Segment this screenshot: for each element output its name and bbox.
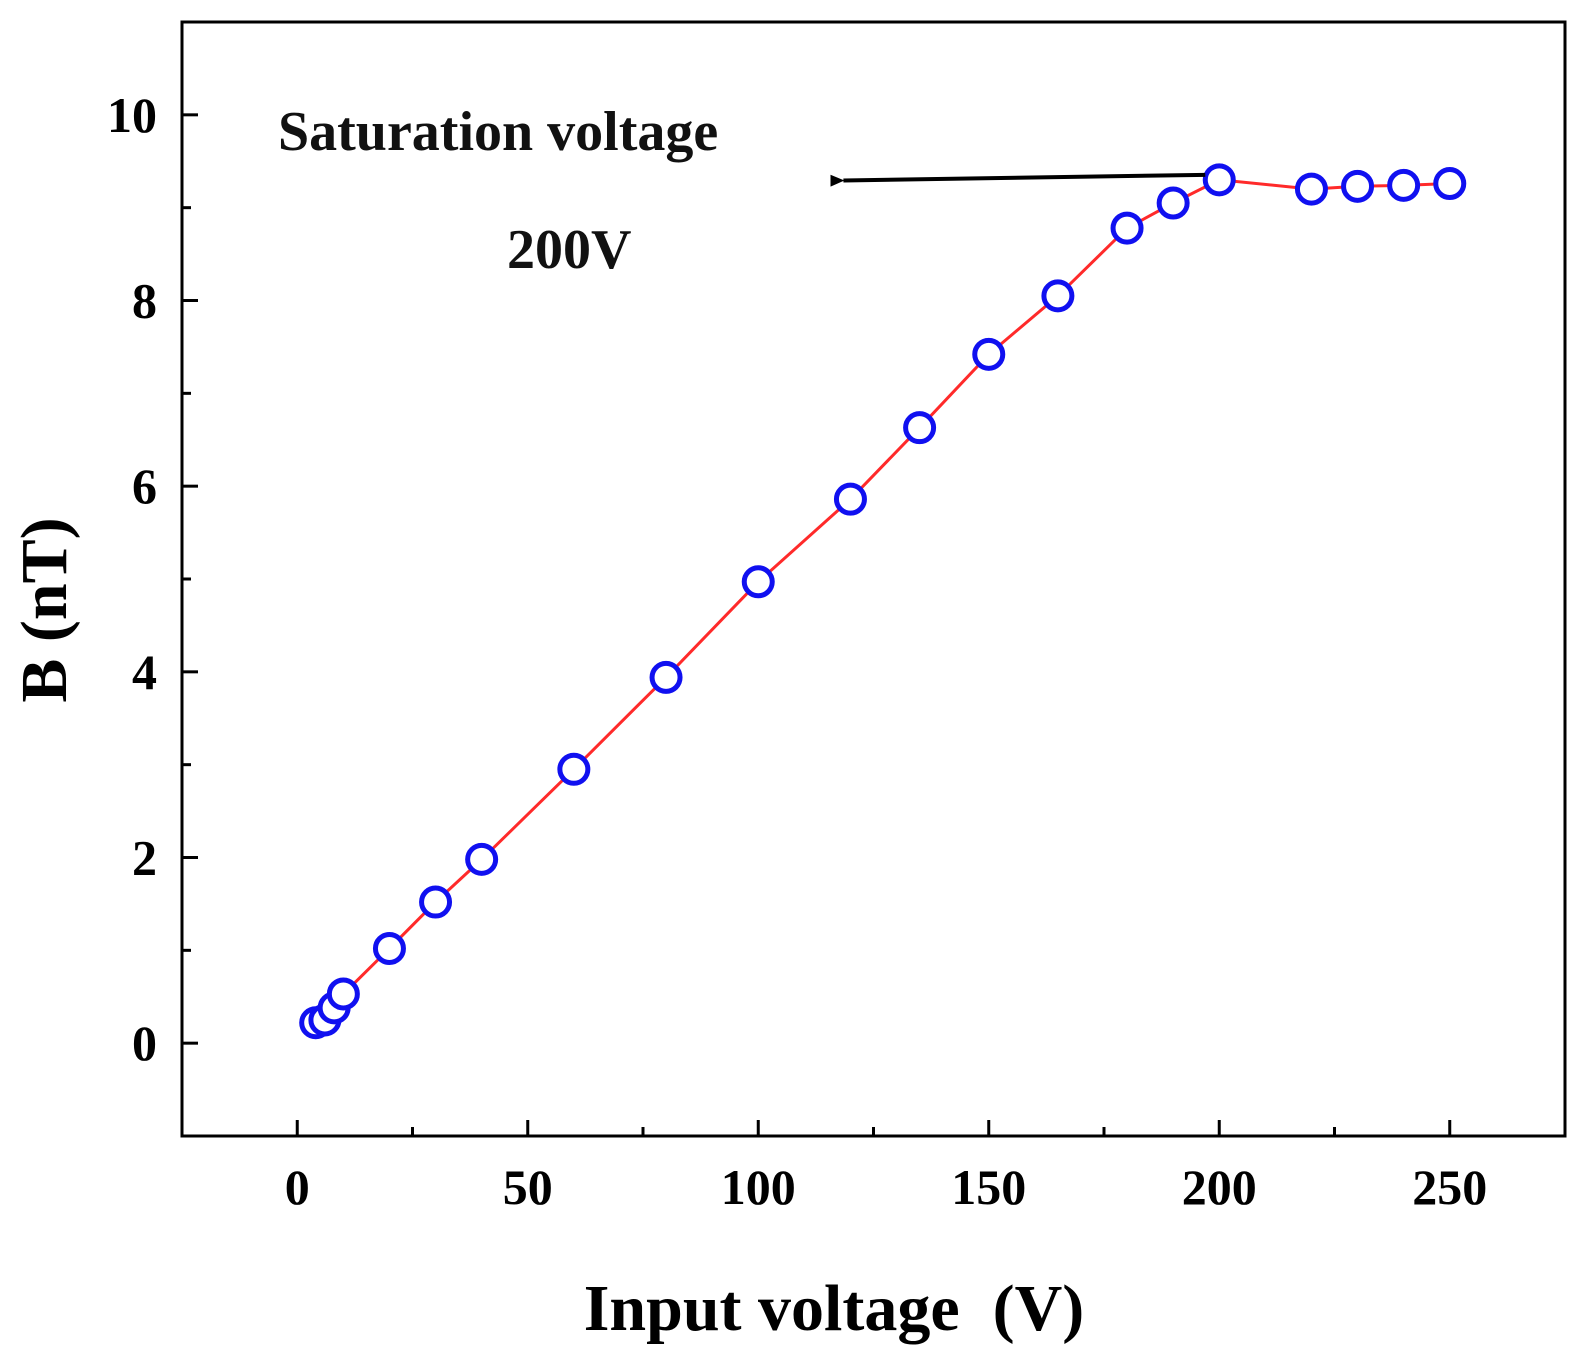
x-tick-label: 100 bbox=[721, 1159, 796, 1215]
y-axis-title: B (nT) bbox=[8, 517, 81, 702]
data-point bbox=[1041, 279, 1075, 313]
data-point bbox=[1387, 168, 1421, 202]
annotation-arrow bbox=[830, 172, 1206, 187]
data-point bbox=[1110, 211, 1144, 245]
data-point bbox=[419, 885, 453, 919]
y-tick-label: 6 bbox=[132, 458, 157, 514]
y-tick-label: 2 bbox=[132, 830, 157, 886]
y-tick-label: 4 bbox=[132, 644, 157, 700]
x-axis-ticks: 0 50 100 150 200 250 bbox=[285, 1120, 1487, 1215]
data-point bbox=[465, 842, 499, 876]
data-point bbox=[1341, 169, 1375, 203]
series-line bbox=[315, 178, 1450, 1025]
y-axis-ticks: 0 2 4 6 8 10 bbox=[107, 87, 198, 1071]
data-point bbox=[972, 337, 1006, 371]
annotation-label: Saturation voltage bbox=[278, 101, 718, 163]
annotation-value: 200V bbox=[507, 219, 631, 281]
data-point bbox=[833, 482, 867, 516]
series-b bbox=[299, 163, 1467, 1040]
data-point bbox=[741, 565, 775, 599]
data-point bbox=[1202, 163, 1236, 197]
data-point bbox=[1156, 186, 1190, 220]
x-tick-label: 250 bbox=[1412, 1159, 1487, 1215]
x-tick-label: 200 bbox=[1182, 1159, 1257, 1215]
data-point bbox=[649, 660, 683, 694]
annotation: Saturation voltage 200V bbox=[278, 101, 1206, 281]
y-tick-label: 10 bbox=[107, 87, 157, 143]
y-tick-label: 8 bbox=[132, 273, 157, 329]
x-tick-label: 50 bbox=[503, 1159, 553, 1215]
x-axis-title: Input voltage (V) bbox=[584, 1272, 1085, 1345]
data-point bbox=[326, 977, 360, 1011]
x-tick-label: 0 bbox=[285, 1159, 310, 1215]
data-point bbox=[903, 411, 937, 445]
y-tick-label: 0 bbox=[132, 1015, 157, 1071]
data-point bbox=[1294, 172, 1328, 206]
x-tick-label: 150 bbox=[951, 1159, 1026, 1215]
data-point bbox=[1433, 167, 1467, 201]
data-point bbox=[557, 752, 591, 786]
data-point bbox=[372, 931, 406, 965]
